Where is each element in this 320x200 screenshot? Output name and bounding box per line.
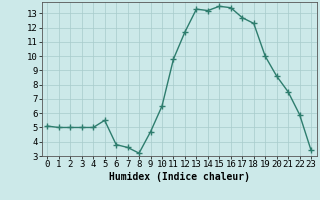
X-axis label: Humidex (Indice chaleur): Humidex (Indice chaleur): [109, 172, 250, 182]
